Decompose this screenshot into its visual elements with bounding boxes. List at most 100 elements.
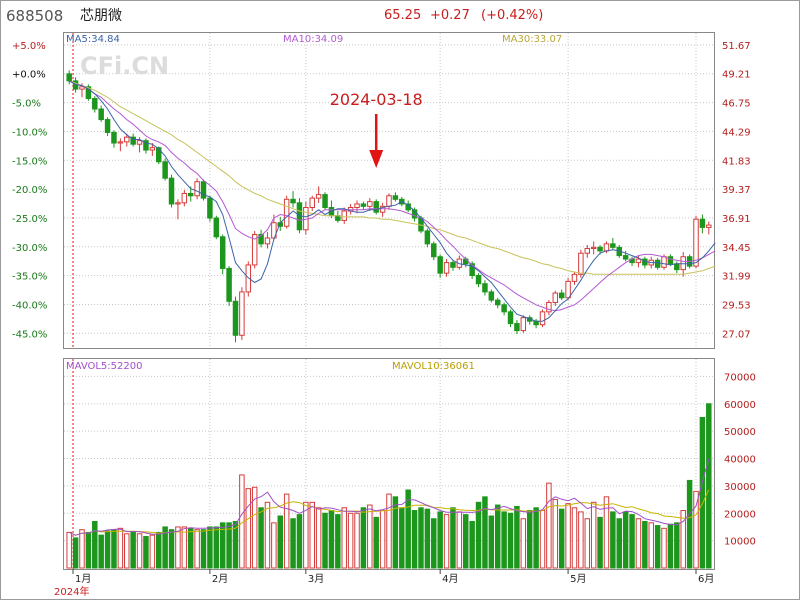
- volume-bar: [277, 515, 284, 569]
- candle-body: [207, 197, 213, 219]
- volume-bar: [450, 507, 456, 569]
- candle-body: [622, 255, 629, 260]
- candle-body: [232, 300, 239, 336]
- volume-bar: [539, 510, 546, 569]
- ma5-line: [68, 80, 716, 322]
- volume-bar: [156, 531, 162, 569]
- candle-body: [597, 246, 603, 252]
- y-right-tick-label: 49.21: [722, 70, 751, 81]
- volume-bar: [162, 526, 168, 569]
- volume-bar: [200, 529, 207, 569]
- volume-bar: [699, 416, 706, 569]
- candle-body: [136, 140, 143, 145]
- candle-body: [674, 263, 680, 271]
- candle-body: [475, 274, 482, 285]
- candle-body: [386, 195, 392, 207]
- volume-bar: [475, 501, 482, 569]
- volume-bar: [219, 522, 226, 569]
- volume-bar: [629, 514, 635, 569]
- ma30-line: [69, 80, 716, 275]
- y-axis-right-volume: 70000 60000 50000 40000 30000 20000 10000: [724, 372, 756, 547]
- volume-bar: [245, 488, 252, 569]
- volume-bar: [706, 403, 712, 569]
- candle-body: [558, 292, 565, 299]
- volume-bar: [322, 512, 328, 569]
- volume-bar: [335, 514, 341, 569]
- price-grid: [64, 33, 714, 348]
- volume-bar: [207, 526, 213, 569]
- volume-bar: [635, 518, 642, 569]
- y-axis-left-pct: +5.0% +0.0% -5.0% -10.0% -15.0% -20.0% -25.0% -…: [12, 41, 47, 340]
- volume-average-lines: [68, 458, 710, 536]
- volume-bar: [648, 522, 654, 569]
- volume-bar: [488, 515, 495, 569]
- volume-tick-label: 40000: [724, 455, 756, 466]
- candle-body: [578, 252, 584, 275]
- volume-bar: [92, 520, 98, 569]
- candle-body: [130, 136, 136, 145]
- candle-body: [482, 283, 488, 293]
- volume-bar: [501, 511, 507, 569]
- volume-bar: [354, 512, 360, 569]
- y-left-tick-label: -35.0%: [12, 272, 47, 283]
- y-right-tick-label: 51.67: [722, 41, 751, 52]
- volume-bar: [520, 518, 527, 569]
- y-left-tick-label: -15.0%: [12, 156, 47, 167]
- candle-body: [552, 292, 559, 303]
- mavol5-line: [68, 458, 710, 536]
- volume-bar: [616, 518, 622, 569]
- candle-body: [85, 86, 92, 99]
- volume-bar: [386, 493, 392, 569]
- volume-bar: [117, 527, 124, 569]
- volume-bar: [603, 496, 610, 569]
- volume-bar: [418, 507, 424, 569]
- y-left-tick-label: -45.0%: [12, 329, 47, 340]
- candle-body: [143, 140, 149, 151]
- volume-bar: [437, 511, 443, 569]
- y-left-tick-label: -40.0%: [12, 300, 47, 311]
- volume-bar: [271, 522, 277, 569]
- volume-bar: [232, 520, 239, 569]
- price-change: +0.27: [430, 8, 470, 23]
- volume-bar: [571, 507, 578, 569]
- volume-bar: [136, 533, 143, 569]
- candle-body: [431, 243, 437, 258]
- price-change-pct: (+0.42%): [481, 8, 543, 23]
- candle-body: [258, 233, 264, 245]
- candle-body: [501, 304, 507, 313]
- volume-bar: [399, 507, 405, 569]
- x-month-label: 4月: [442, 573, 458, 585]
- y-left-tick-label: -30.0%: [12, 243, 47, 254]
- y-left-tick-label: -20.0%: [12, 185, 47, 196]
- y-left-tick-label: +0.0%: [12, 70, 46, 81]
- ma10-line: [68, 80, 716, 312]
- y-right-tick-label: 34.45: [722, 243, 751, 254]
- candle-body: [424, 230, 431, 245]
- candle-body: [680, 256, 686, 271]
- candle-body: [379, 205, 386, 213]
- candle-body: [654, 259, 661, 268]
- volume-bar: [373, 516, 379, 569]
- ma10-legend: MA10:34.09: [283, 34, 343, 45]
- date-annotation: 2024-03-18: [330, 90, 423, 168]
- volume-bar: [379, 510, 386, 569]
- candle-body: [66, 73, 72, 82]
- volume-bar: [79, 529, 85, 569]
- volume-bar: [693, 490, 699, 569]
- candle-body: [565, 280, 571, 299]
- candle-body: [200, 181, 207, 199]
- candle-body: [450, 262, 456, 268]
- volume-bar: [558, 508, 565, 569]
- candle-body: [341, 210, 347, 221]
- candle-body: [360, 203, 367, 207]
- volume-bar: [405, 489, 411, 569]
- volume-bar: [533, 507, 539, 569]
- candle-body: [175, 202, 181, 205]
- volume-bar: [526, 510, 533, 569]
- candle-body: [539, 311, 546, 326]
- year-label: 2024年: [54, 585, 89, 598]
- volume-bar: [463, 514, 469, 569]
- volume-bar: [514, 505, 520, 569]
